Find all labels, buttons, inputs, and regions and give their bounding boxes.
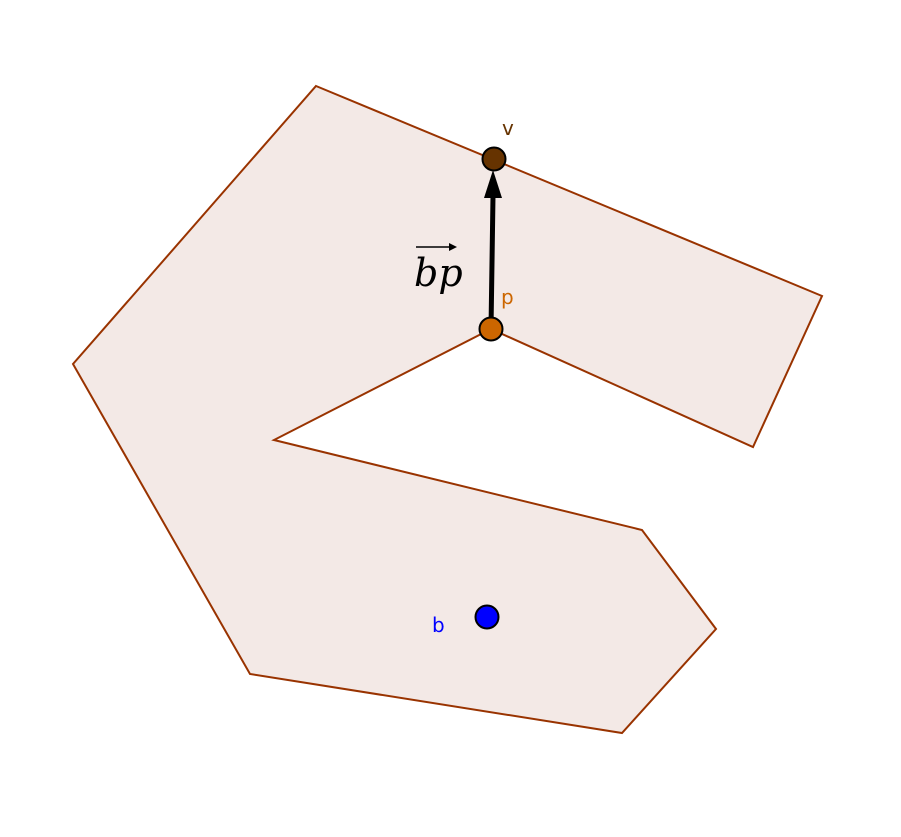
point-v[interactable] — [483, 148, 506, 171]
vector-label-text: bp — [414, 251, 463, 295]
point-p[interactable] — [480, 318, 503, 341]
point-b-label: b — [432, 613, 445, 637]
point-b[interactable] — [476, 606, 499, 629]
vector-bp-shaft[interactable] — [491, 196, 493, 329]
point-v-label: v — [502, 116, 514, 140]
point-p-label: p — [501, 285, 514, 309]
polygon[interactable] — [73, 86, 822, 733]
vector-bp-label: bp — [414, 243, 463, 295]
